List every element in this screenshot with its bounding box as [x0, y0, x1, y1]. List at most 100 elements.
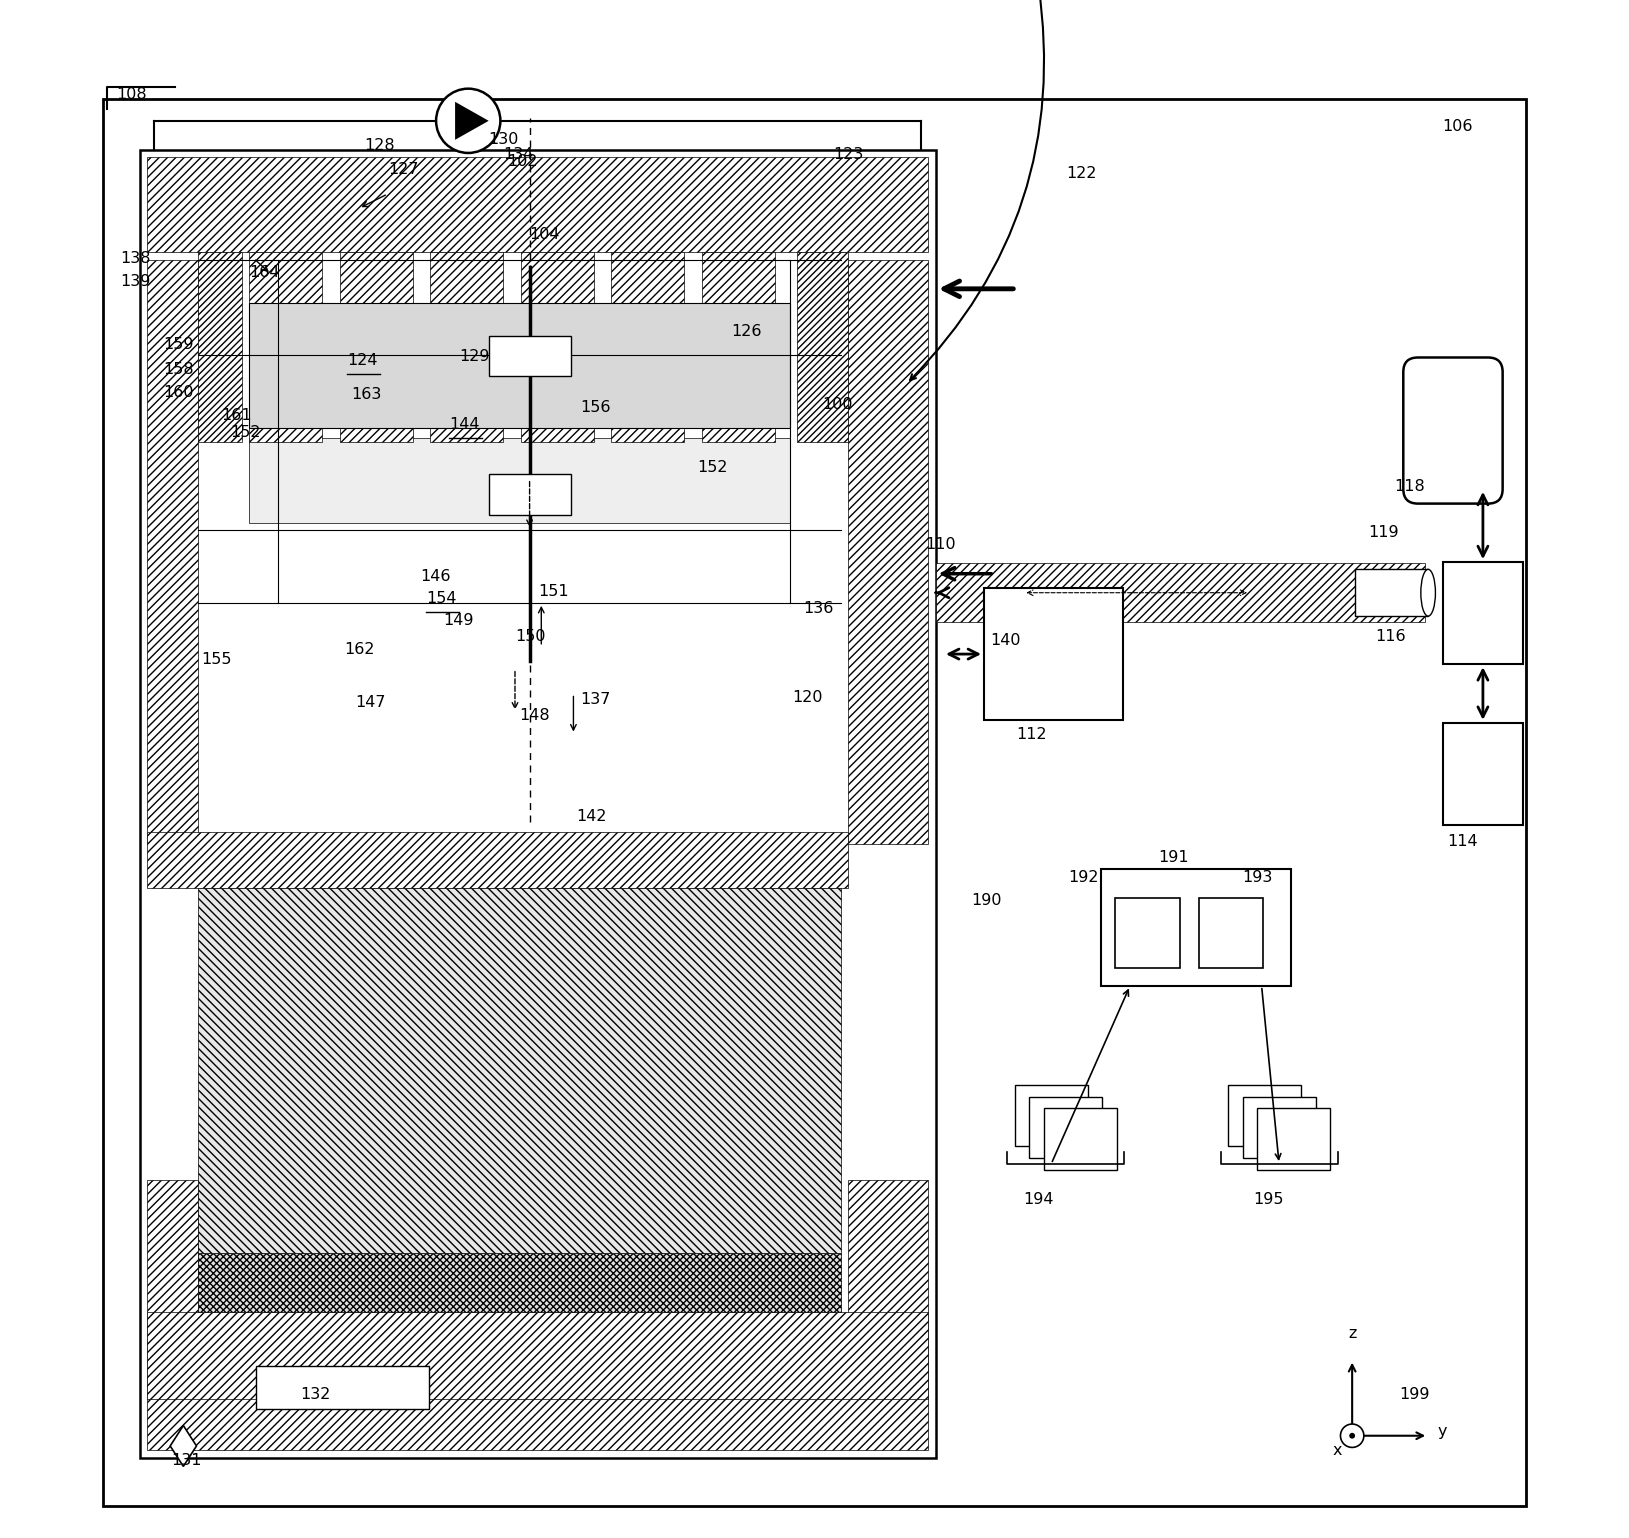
Text: 146: 146 [420, 569, 451, 584]
Text: 154: 154 [425, 591, 456, 606]
Text: 152: 152 [697, 460, 728, 475]
Bar [702, 252, 775, 443]
Text: 151: 151 [538, 584, 569, 598]
Text: 162: 162 [344, 643, 375, 657]
Text: 122: 122 [1065, 166, 1096, 181]
Bar [1116, 898, 1179, 969]
Bar [1258, 1109, 1331, 1170]
Text: 148: 148 [520, 707, 551, 723]
Text: 114: 114 [1447, 834, 1478, 849]
FancyBboxPatch shape [1403, 357, 1502, 503]
Bar [249, 438, 790, 523]
Bar [249, 252, 323, 443]
Bar [249, 303, 790, 428]
Bar [984, 589, 1122, 720]
Text: 149: 149 [443, 614, 474, 628]
Bar [521, 252, 595, 443]
Text: 129: 129 [459, 349, 490, 363]
Bar [1101, 869, 1290, 986]
Bar [1044, 1109, 1117, 1170]
Text: 199: 199 [1399, 1387, 1429, 1403]
Text: 120: 120 [793, 691, 823, 706]
Text: 161: 161 [222, 409, 252, 423]
Bar [147, 1312, 929, 1400]
Text: 131: 131 [171, 1453, 202, 1469]
Circle shape [1349, 1433, 1355, 1438]
Bar [147, 1180, 199, 1400]
Text: 104: 104 [529, 228, 560, 243]
Text: 123: 123 [834, 148, 863, 161]
Text: x: x [1333, 1443, 1342, 1458]
Text: 126: 126 [731, 323, 762, 338]
Bar [1443, 723, 1523, 824]
Text: z: z [1347, 1326, 1357, 1341]
Bar [199, 1253, 841, 1312]
Bar [797, 252, 849, 443]
Text: 159: 159 [163, 337, 194, 352]
Text: 144: 144 [450, 417, 481, 432]
Text: 193: 193 [1243, 871, 1272, 884]
Bar [1355, 569, 1429, 617]
Bar [147, 260, 199, 844]
Text: 127: 127 [388, 161, 419, 177]
Text: 158: 158 [163, 361, 194, 377]
Circle shape [1341, 1424, 1363, 1447]
Bar [140, 151, 935, 1458]
Text: 130: 130 [489, 132, 520, 148]
Text: 134: 134 [503, 148, 534, 161]
Text: 190: 190 [971, 894, 1002, 909]
Text: 194: 194 [1023, 1192, 1054, 1206]
Bar [611, 252, 684, 443]
Polygon shape [454, 102, 489, 140]
Text: 119: 119 [1368, 526, 1399, 540]
Text: 128: 128 [365, 138, 396, 154]
Text: 124: 124 [347, 352, 378, 368]
Text: 195: 195 [1253, 1192, 1284, 1206]
Bar [199, 252, 241, 443]
Bar [1228, 1086, 1302, 1146]
Text: 100: 100 [821, 397, 852, 412]
Text: 191: 191 [1158, 849, 1189, 864]
Text: 192: 192 [1069, 871, 1100, 884]
Text: 138: 138 [121, 251, 151, 266]
Polygon shape [169, 1426, 197, 1466]
Bar [1243, 1097, 1316, 1158]
Text: 118: 118 [1394, 478, 1425, 494]
Bar [849, 260, 929, 844]
Bar [199, 887, 841, 1253]
Circle shape [437, 89, 500, 152]
Text: 102: 102 [508, 154, 538, 169]
Text: y: y [1438, 1424, 1448, 1438]
Text: 132: 132 [300, 1387, 331, 1403]
Bar [147, 832, 849, 887]
Bar [489, 335, 570, 377]
Text: 140: 140 [990, 634, 1020, 649]
Text: 163: 163 [352, 386, 381, 401]
Bar [430, 252, 503, 443]
Text: 108: 108 [116, 88, 147, 102]
Text: 147: 147 [355, 695, 386, 711]
Bar [147, 157, 929, 252]
Text: 142: 142 [577, 809, 608, 824]
Bar [147, 1395, 929, 1450]
Text: 106: 106 [1443, 118, 1473, 134]
Bar [340, 252, 412, 443]
Bar [1443, 561, 1523, 664]
Text: 164: 164 [249, 265, 280, 280]
Text: 155: 155 [200, 652, 231, 667]
Bar [1015, 1086, 1088, 1146]
Bar [489, 474, 570, 515]
Bar [256, 1366, 428, 1409]
Bar [1199, 898, 1262, 969]
Text: 136: 136 [803, 601, 832, 617]
Text: 156: 156 [580, 400, 611, 415]
Ellipse shape [1420, 569, 1435, 617]
Text: 160: 160 [163, 384, 194, 400]
Text: 139: 139 [121, 274, 151, 289]
Bar [1030, 1097, 1103, 1158]
Text: 110: 110 [925, 537, 956, 552]
Bar [935, 563, 1425, 621]
Text: 137: 137 [580, 692, 611, 707]
Text: 150: 150 [515, 629, 546, 644]
Text: 116: 116 [1375, 629, 1406, 644]
